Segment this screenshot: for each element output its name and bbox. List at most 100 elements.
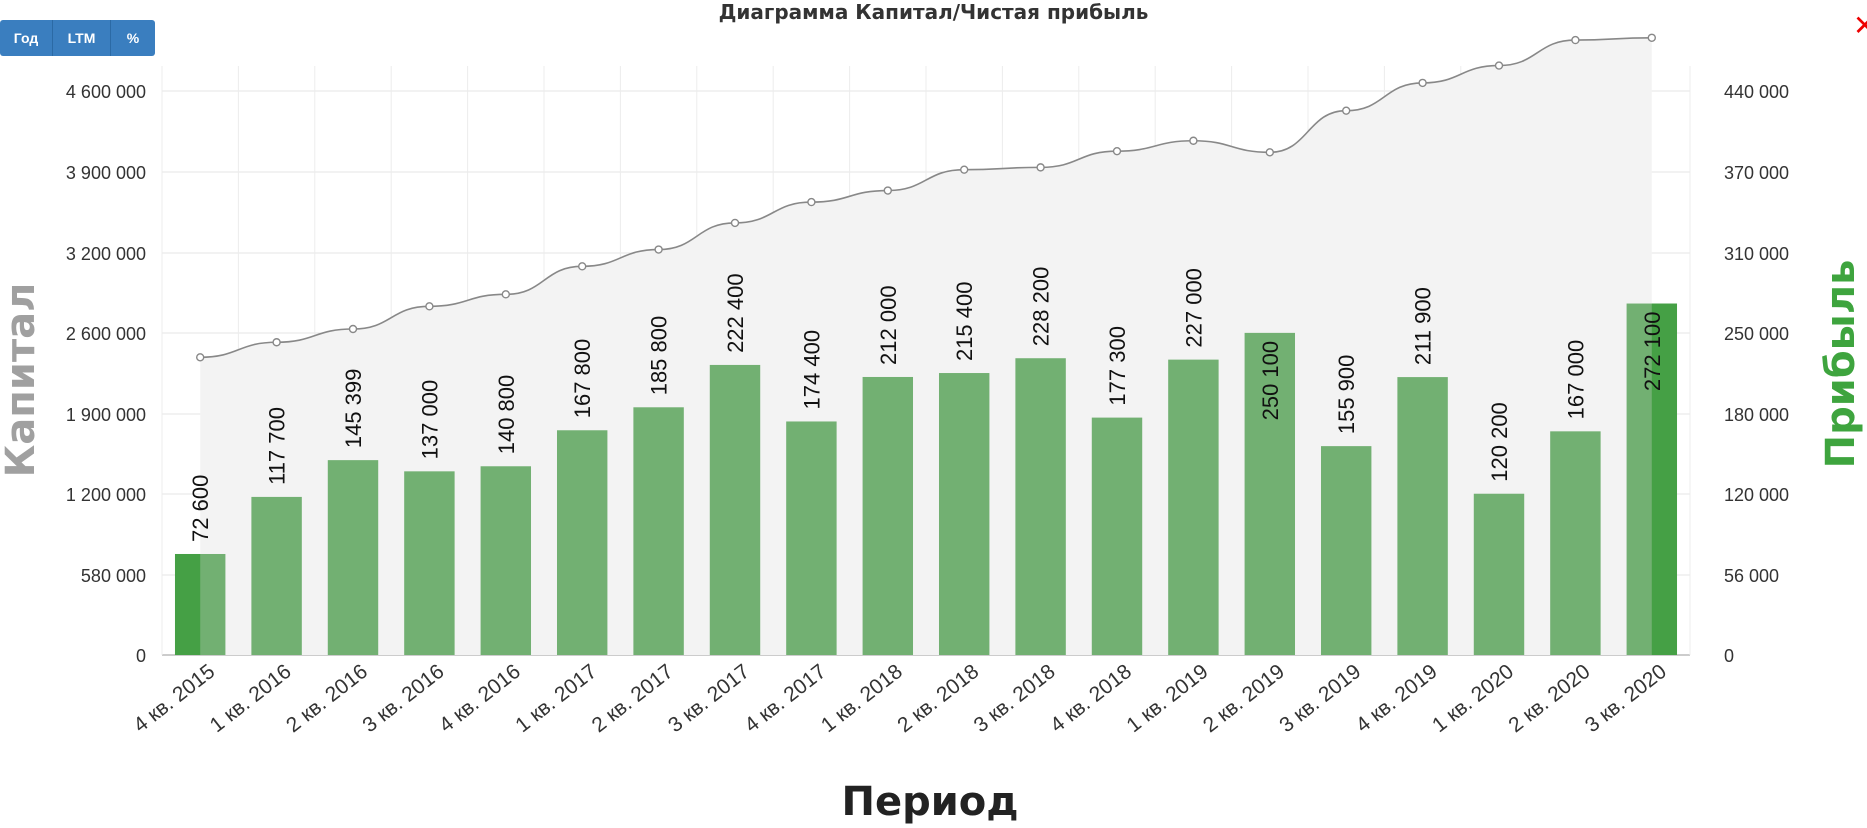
profit-bar [327, 460, 379, 655]
profit-data-label: 250 100 [1258, 341, 1283, 421]
capital-line [195, 33, 1657, 362]
ltm-button[interactable]: LTM [53, 20, 111, 56]
profit-data-label: 177 300 [1105, 326, 1130, 406]
profit-data-label: 222 400 [723, 273, 748, 353]
percent-button[interactable]: % [111, 20, 155, 56]
x-tick-label: 1 кв. 2019 [1122, 660, 1212, 737]
chart-title: Диаграмма Капитал/Чистая прибыль [718, 0, 1149, 24]
y-tick-right: 180 000 [1724, 405, 1789, 425]
profit-bar [1091, 417, 1143, 655]
y-tick-left: 1 900 000 [66, 405, 146, 425]
x-tick-label: 2 кв. 2020 [1504, 660, 1594, 737]
x-tick-label: 2 кв. 2017 [588, 660, 678, 737]
profit-bar [1015, 358, 1066, 655]
x-tick-label: 1 кв. 2017 [511, 660, 601, 737]
x-tick-label: 2 кв. 2018 [893, 660, 983, 737]
y-tick-right: 0 [1724, 646, 1734, 666]
x-tick-label: 4 кв. 2017 [740, 660, 830, 737]
x-tick-label: 4 кв. 2016 [435, 660, 525, 737]
capital-point [1036, 163, 1045, 172]
capital-point [1112, 146, 1122, 156]
profit-bar-highlight [174, 553, 201, 655]
profit-data-label: 174 400 [799, 330, 824, 410]
capital-point [272, 338, 281, 347]
capital-point [1189, 136, 1198, 145]
x-tick-label: 3 кв. 2019 [1275, 660, 1365, 737]
capital-point [654, 245, 663, 254]
profit-data-label: 185 800 [647, 316, 672, 396]
profit-data-label: 167 000 [1563, 340, 1588, 420]
profit-data-label: 228 200 [1029, 267, 1054, 347]
profit-data-label: 120 200 [1487, 402, 1512, 482]
x-tick-label: 4 кв. 2015 [129, 660, 219, 737]
y-axis-title-right: Прибыль [1818, 260, 1864, 469]
y-tick-left: 1 200 000 [66, 485, 146, 505]
capital-point [1494, 61, 1504, 70]
capital-point [348, 324, 358, 334]
x-tick-label: 1 кв. 2016 [206, 660, 296, 737]
capital-point [1571, 35, 1580, 45]
y-tick-left: 3 200 000 [66, 244, 146, 264]
x-tick-label: 3 кв. 2017 [664, 660, 754, 737]
y-tick-right: 440 000 [1724, 82, 1789, 102]
profit-bar [862, 376, 914, 655]
capital-line-path [200, 36, 1652, 359]
period-button-group: Год LTM % [0, 20, 155, 56]
profit-bar [786, 421, 837, 655]
profit-data-label: 227 000 [1181, 268, 1206, 348]
profit-data-label: 145 399 [341, 369, 366, 449]
capital-point [960, 165, 969, 174]
profit-bar [556, 430, 608, 655]
capital-point [425, 302, 434, 311]
profit-bar [1168, 359, 1219, 655]
y-tick-left: 4 600 000 [66, 82, 146, 102]
profit-bar [251, 496, 302, 655]
y-tick-left: 0 [136, 646, 146, 666]
profit-bar [1320, 446, 1372, 655]
profit-data-label: 167 800 [570, 339, 595, 419]
x-tick-label: 2 кв. 2016 [282, 660, 372, 737]
profit-bar [633, 407, 684, 655]
year-button[interactable]: Год [0, 20, 53, 56]
profit-bar [938, 373, 990, 655]
capital-point [578, 262, 587, 271]
y-tick-left: 3 900 000 [66, 163, 146, 183]
y-tick-right: 56 000 [1724, 566, 1779, 586]
profit-data-label: 212 000 [876, 285, 901, 365]
x-tick-label: 2 кв. 2019 [1199, 660, 1289, 737]
y-tick-left: 2 600 000 [66, 324, 146, 344]
x-tick-label: 3 кв. 2020 [1581, 660, 1671, 737]
x-tick-label: 1 кв. 2020 [1428, 660, 1518, 737]
profit-data-label: 117 700 [265, 407, 290, 485]
x-tick-label: 1 кв. 2018 [817, 660, 907, 737]
profit-data-label: 72 600 [188, 475, 213, 542]
profit-data-label: 155 900 [1334, 355, 1359, 435]
profit-data-label: 215 400 [952, 282, 977, 362]
capital-point [807, 197, 816, 207]
capital-point [1647, 33, 1657, 42]
x-tick-label: 4 кв. 2019 [1352, 660, 1442, 737]
capital-point [501, 290, 510, 299]
x-tick-label: 4 кв. 2018 [1046, 660, 1136, 737]
profit-data-label: 140 800 [494, 375, 519, 455]
capital-point [1265, 148, 1275, 157]
x-axis-title: Период [841, 779, 1018, 825]
profit-bar [480, 466, 532, 655]
profit-bar-highlight [1651, 303, 1678, 655]
capital-point [883, 186, 892, 195]
profit-data-label: 272 100 [1640, 312, 1665, 392]
y-axis-title-left: Капитал [0, 283, 44, 478]
profit-data-label: 137 000 [417, 380, 442, 460]
y-tick-right: 310 000 [1724, 244, 1789, 264]
capital-point [730, 218, 740, 228]
y-tick-left: 580 000 [81, 566, 146, 586]
y-tick-right: 370 000 [1724, 163, 1789, 183]
close-icon[interactable]: ✕ [1853, 10, 1867, 41]
profit-data-label: 211 900 [1411, 287, 1436, 365]
y-tick-right: 250 000 [1724, 324, 1789, 344]
profit-bar [709, 364, 761, 655]
x-tick-label: 3 кв. 2018 [970, 660, 1060, 737]
profit-bar [404, 471, 455, 655]
y-tick-right: 120 000 [1724, 485, 1789, 505]
capital-point [1418, 78, 1427, 88]
